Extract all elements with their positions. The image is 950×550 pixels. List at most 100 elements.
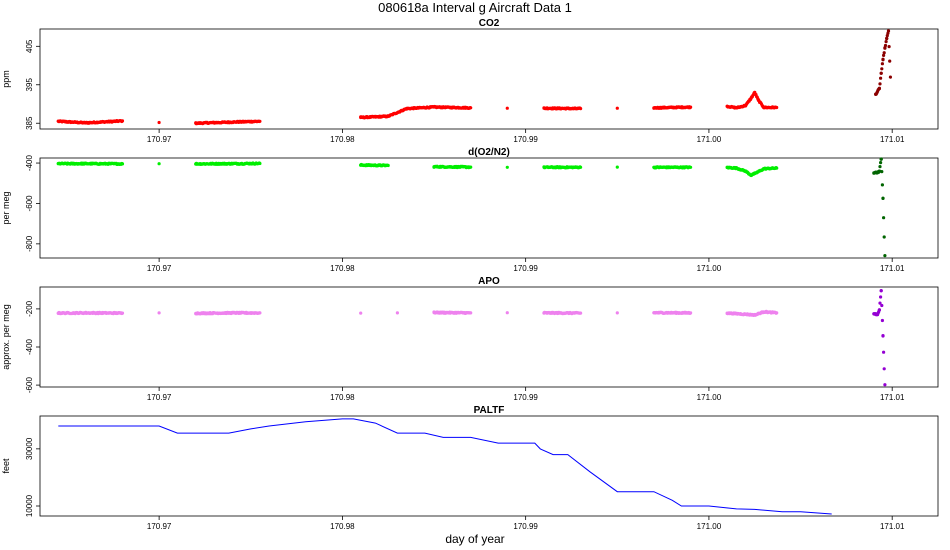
x-tick-label: 170.99 — [513, 522, 538, 531]
data-point — [688, 165, 692, 169]
data-point — [882, 53, 886, 58]
y-tick-label: 395 — [25, 78, 34, 92]
x-tick-label: 171.00 — [697, 264, 722, 273]
x-tick-label: 170.98 — [330, 264, 355, 273]
x-tick-label: 170.99 — [513, 264, 538, 273]
data-point — [883, 383, 887, 387]
data-point — [888, 75, 893, 79]
data-point — [881, 334, 885, 338]
y-tick-label: -400 — [25, 338, 34, 355]
plot-frame — [39, 28, 939, 130]
y-tick-label: 405 — [25, 39, 34, 53]
data-point — [882, 216, 886, 220]
plot-frame — [39, 286, 939, 388]
data-point — [877, 86, 882, 90]
data-point — [257, 161, 261, 165]
data-point — [386, 163, 390, 167]
data-point — [882, 350, 886, 354]
y-axis-label: per meg — [1, 191, 11, 224]
data-point — [157, 120, 161, 125]
data-point — [877, 308, 882, 312]
plot-frame — [39, 157, 939, 259]
data-point — [257, 311, 261, 315]
data-point — [886, 29, 891, 33]
data-point — [359, 311, 363, 315]
data-point — [881, 57, 885, 61]
panel-title: PALTF — [474, 405, 505, 416]
data-point — [578, 165, 582, 169]
data-point — [120, 311, 124, 316]
data-point — [882, 235, 886, 239]
data-point — [880, 62, 885, 66]
x-tick-label: 171.01 — [880, 135, 905, 144]
data-point — [615, 106, 619, 110]
data-point — [880, 318, 885, 323]
x-axis-label: day of year — [445, 532, 504, 546]
panel-title: APO — [478, 276, 500, 287]
data-point — [877, 169, 882, 173]
data-point — [157, 162, 161, 166]
x-tick-label: 171.01 — [880, 264, 905, 273]
data-point — [880, 183, 885, 187]
y-tick-label: -800 — [25, 235, 34, 252]
data-point — [880, 303, 884, 308]
data-point — [468, 165, 472, 169]
x-tick-label: 171.00 — [697, 135, 722, 144]
data-point — [885, 36, 889, 40]
x-tick-label: 171.01 — [880, 522, 905, 531]
y-axis-label: feet — [1, 458, 11, 474]
panel-title: CO2 — [479, 18, 500, 29]
y-tick-label: 30000 — [25, 437, 34, 460]
data-point — [468, 106, 472, 110]
data-point — [882, 51, 886, 55]
data-point — [395, 311, 399, 315]
data-point — [883, 43, 888, 48]
x-tick-label: 170.97 — [147, 135, 172, 144]
x-tick-label: 171.00 — [697, 393, 722, 402]
x-tick-label: 170.98 — [330, 135, 355, 144]
data-point — [878, 165, 882, 169]
data-point — [120, 119, 124, 124]
panel-title: d(O2/N2) — [468, 147, 510, 158]
x-tick-label: 171.00 — [697, 522, 722, 531]
data-point — [615, 311, 619, 315]
data-point — [879, 157, 883, 161]
data-point — [688, 106, 692, 110]
x-tick-label: 170.97 — [147, 264, 172, 273]
data-point — [505, 165, 509, 169]
data-point — [578, 311, 582, 315]
data-point — [887, 45, 891, 49]
figure-title: 080618a Interval g Aircraft Data 1 — [378, 0, 572, 15]
data-point — [774, 311, 778, 315]
x-tick-label: 170.99 — [513, 393, 538, 402]
x-tick-label: 171.01 — [880, 393, 905, 402]
data-point — [505, 106, 509, 110]
x-tick-label: 170.97 — [147, 393, 172, 402]
series-line — [58, 418, 832, 515]
data-point — [880, 170, 884, 174]
data-point — [774, 166, 778, 170]
data-point — [879, 161, 883, 165]
y-tick-label: -200 — [25, 300, 34, 317]
data-point — [505, 311, 509, 315]
data-point — [879, 76, 883, 80]
data-point — [688, 311, 692, 315]
y-tick-label: -600 — [25, 377, 34, 394]
y-tick-label: 10000 — [25, 494, 34, 517]
x-tick-label: 170.98 — [330, 522, 355, 531]
data-point — [774, 105, 778, 110]
data-point — [884, 40, 888, 44]
data-point — [883, 254, 887, 258]
data-point — [879, 71, 883, 75]
data-point — [578, 106, 582, 110]
x-tick-label: 170.98 — [330, 393, 355, 402]
data-point — [888, 59, 892, 63]
y-axis-label: ppm — [1, 70, 11, 88]
data-point — [257, 119, 261, 124]
x-tick-label: 170.99 — [513, 135, 538, 144]
x-tick-label: 170.97 — [147, 522, 172, 531]
data-point — [882, 367, 886, 371]
data-point — [878, 301, 882, 305]
